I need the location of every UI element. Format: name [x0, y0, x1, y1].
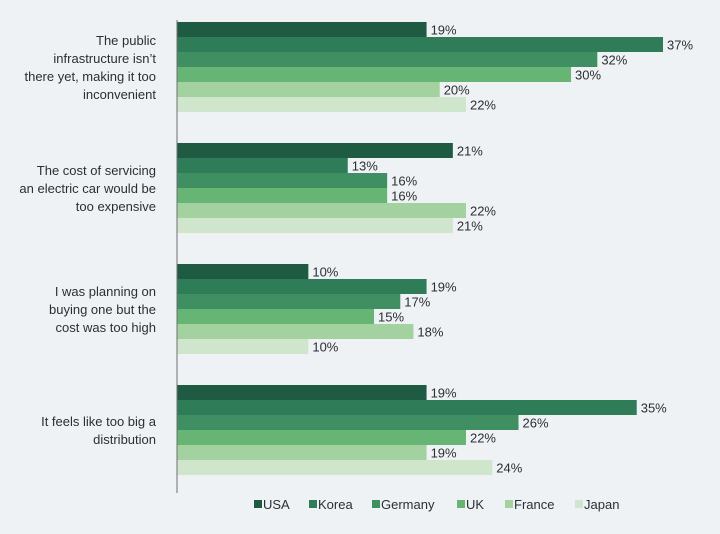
value-label-usa-3: 10%	[312, 265, 338, 280]
value-label-japan-2: 21%	[457, 219, 483, 234]
bar-france-4	[177, 445, 427, 460]
category-label-2: The cost of servicing an electric car wou…	[19, 163, 156, 214]
category-label-line: The cost of servicing	[37, 163, 156, 178]
bar-uk-2	[177, 188, 388, 203]
value-label-usa-4: 19%	[431, 386, 457, 401]
value-label-uk-4: 22%	[470, 431, 496, 446]
bar-korea-4	[177, 400, 637, 415]
bar-japan-1	[177, 97, 466, 112]
category-label-line: distribution	[93, 432, 156, 447]
value-label-france-4: 19%	[431, 446, 457, 461]
legend-label-korea: Korea	[318, 497, 353, 512]
bar-usa-2	[177, 143, 453, 158]
legend-label-japan: Japan	[584, 497, 619, 512]
category-label-line: an electric car would be	[19, 181, 156, 196]
category-label-line: inconvenient	[83, 87, 156, 102]
value-label-uk-3: 15%	[378, 310, 404, 325]
bar-usa-3	[177, 264, 309, 279]
value-label-usa-2: 21%	[457, 144, 483, 159]
legend: USA Korea Germany UK France Japan	[254, 497, 619, 512]
category-label-line: I was planning on	[55, 284, 156, 299]
legend-swatch-usa	[254, 500, 262, 508]
category-label-line: The public	[96, 33, 156, 48]
value-labels-layer: 19%37%32%30%20%22%21%13%16%16%22%21%10%1…	[312, 23, 693, 476]
bar-germany-1	[177, 52, 598, 67]
category-label-line: cost was too high	[56, 320, 156, 335]
bar-france-1	[177, 82, 440, 97]
legend-swatch-france	[505, 500, 513, 508]
value-label-uk-1: 30%	[575, 68, 601, 83]
bar-germany-3	[177, 294, 401, 309]
bar-usa-4	[177, 385, 427, 400]
category-label-line: infrastructure isn’t	[53, 51, 156, 66]
bar-germany-4	[177, 415, 519, 430]
value-label-korea-3: 19%	[431, 280, 457, 295]
legend-swatch-japan	[575, 500, 583, 508]
category-label-line: buying one but the	[49, 302, 156, 317]
value-label-germany-1: 32%	[601, 53, 627, 68]
value-label-france-3: 18%	[417, 325, 443, 340]
value-label-france-2: 22%	[470, 204, 496, 219]
legend-label-germany: Germany	[381, 497, 435, 512]
category-label-1: The public infrastructure isn’t there yet,…	[24, 33, 156, 102]
bar-korea-2	[177, 158, 348, 173]
bar-france-2	[177, 203, 466, 218]
bar-france-3	[177, 324, 414, 339]
bar-uk-4	[177, 430, 466, 445]
bar-uk-3	[177, 309, 375, 324]
legend-swatch-germany	[372, 500, 380, 508]
value-label-korea-4: 35%	[641, 401, 667, 416]
value-label-uk-2: 16%	[391, 189, 417, 204]
legend-swatch-uk	[457, 500, 465, 508]
bar-korea-1	[177, 37, 663, 52]
value-label-france-1: 20%	[444, 83, 470, 98]
category-label-line: too expensive	[76, 199, 156, 214]
value-label-korea-1: 37%	[667, 38, 693, 53]
bars-layer	[177, 22, 663, 475]
bar-japan-3	[177, 339, 309, 354]
value-label-usa-1: 19%	[431, 23, 457, 38]
legend-label-uk: UK	[466, 497, 484, 512]
value-label-japan-1: 22%	[470, 98, 496, 113]
value-label-germany-3: 17%	[404, 295, 430, 310]
value-label-japan-3: 10%	[312, 340, 338, 355]
bar-uk-1	[177, 67, 572, 82]
value-label-japan-4: 24%	[496, 461, 522, 476]
category-label-line: there yet, making it too	[24, 69, 156, 84]
category-label-4: It feels like too big a distribution	[41, 414, 157, 447]
bar-usa-1	[177, 22, 427, 37]
bar-korea-3	[177, 279, 427, 294]
bar-japan-4	[177, 460, 493, 475]
bar-germany-2	[177, 173, 388, 188]
category-label-3: I was planning on buying one but the cost …	[49, 284, 156, 335]
category-label-line: It feels like too big a	[41, 414, 157, 429]
value-label-korea-2: 13%	[352, 159, 378, 174]
bar-japan-2	[177, 218, 453, 233]
legend-label-france: France	[514, 497, 554, 512]
legend-label-usa: USA	[263, 497, 290, 512]
value-label-germany-2: 16%	[391, 174, 417, 189]
value-label-germany-4: 26%	[523, 416, 549, 431]
category-labels-layer: The public infrastructure isn’t there yet,…	[19, 33, 156, 447]
legend-swatch-korea	[309, 500, 317, 508]
